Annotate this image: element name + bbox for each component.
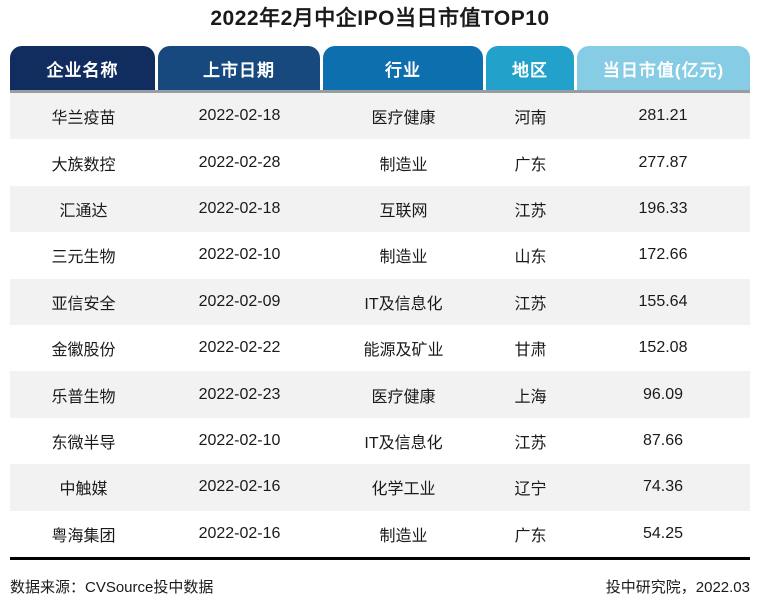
region-cell: 上海 <box>514 388 547 406</box>
table-row: 中触媒 2022-02-16 化学工业 辽宁 74.36 <box>10 464 750 511</box>
region-cell: 江苏 <box>514 295 547 313</box>
date-cell: 2022-02-10 <box>198 431 281 449</box>
company-cell: 大族数控 <box>51 156 116 174</box>
industry-cell: 化学工业 <box>371 481 436 499</box>
table-row: 大族数控 2022-02-28 制造业 广东 277.87 <box>10 139 750 186</box>
value-cell: 74.36 <box>642 478 684 496</box>
column-header-region: 地区 <box>486 46 574 90</box>
table-row: 三元生物 2022-02-10 制造业 山东 172.66 <box>10 232 750 279</box>
value-cell: 155.64 <box>638 292 688 310</box>
company-cell: 华兰疫苗 <box>51 110 116 128</box>
region-cell: 广东 <box>514 527 547 545</box>
region-cell: 辽宁 <box>514 481 547 499</box>
industry-cell: 制造业 <box>379 527 428 545</box>
column-header-date: 上市日期 <box>158 46 320 90</box>
date-cell: 2022-02-18 <box>198 107 281 125</box>
company-cell: 粤海集团 <box>51 527 116 545</box>
table-row: 粤海集团 2022-02-16 制造业 广东 54.25 <box>10 510 750 557</box>
value-cell: 152.08 <box>638 339 688 357</box>
region-cell: 山东 <box>514 249 547 267</box>
data-source-label: 数据来源：CVSource投中数据 <box>10 578 214 596</box>
value-cell: 54.25 <box>642 524 684 542</box>
company-cell: 乐普生物 <box>51 388 116 406</box>
company-cell: 金徽股份 <box>51 342 116 360</box>
industry-cell: 医疗健康 <box>371 388 436 406</box>
credit-label: 投中研究院，2022.03 <box>605 578 750 596</box>
column-header-value: 当日市值(亿元) <box>577 46 750 90</box>
region-cell: 江苏 <box>514 434 547 452</box>
date-cell: 2022-02-22 <box>198 339 281 357</box>
region-cell: 广东 <box>514 156 547 174</box>
column-header-company: 企业名称 <box>10 46 155 90</box>
date-cell: 2022-02-16 <box>198 524 281 542</box>
date-cell: 2022-02-10 <box>198 246 281 264</box>
table-body: 华兰疫苗 2022-02-18 医疗健康 河南 281.21 大族数控 2022… <box>10 93 750 557</box>
company-cell: 东微半导 <box>51 434 116 452</box>
value-cell: 196.33 <box>638 199 688 217</box>
industry-cell: 制造业 <box>379 249 428 267</box>
industry-cell: 能源及矿业 <box>363 342 444 360</box>
value-cell: 277.87 <box>638 153 688 171</box>
table-row: 汇通达 2022-02-18 互联网 江苏 196.33 <box>10 185 750 233</box>
footer: 数据来源：CVSource投中数据 投中研究院，2022.03 <box>10 576 750 597</box>
company-cell: 三元生物 <box>51 249 116 267</box>
company-cell: 亚信安全 <box>51 295 116 313</box>
company-cell: 汇通达 <box>59 202 108 220</box>
value-cell: 96.09 <box>642 385 684 403</box>
value-cell: 87.66 <box>642 431 684 449</box>
date-cell: 2022-02-18 <box>198 199 281 217</box>
table-row: 东微半导 2022-02-10 IT及信息化 江苏 87.66 <box>10 417 750 465</box>
value-cell: 281.21 <box>638 107 688 125</box>
date-cell: 2022-02-09 <box>198 292 281 310</box>
table-row: 亚信安全 2022-02-09 IT及信息化 江苏 155.64 <box>10 278 750 325</box>
industry-cell: IT及信息化 <box>364 295 443 313</box>
date-cell: 2022-02-28 <box>198 153 281 171</box>
table-row: 金徽股份 2022-02-22 能源及矿业 甘肃 152.08 <box>10 324 750 372</box>
table-row: 华兰疫苗 2022-02-18 医疗健康 河南 281.21 <box>10 93 750 140</box>
industry-cell: 医疗健康 <box>371 110 436 128</box>
industry-cell: IT及信息化 <box>364 434 443 452</box>
table-row: 乐普生物 2022-02-23 医疗健康 上海 96.09 <box>10 371 750 418</box>
value-cell: 172.66 <box>638 246 688 264</box>
table-bottom-rule <box>10 556 750 560</box>
column-header-industry: 行业 <box>323 46 483 90</box>
region-cell: 河南 <box>514 110 547 128</box>
table-header: 企业名称 上市日期 行业 地区 当日市值(亿元) <box>10 46 750 93</box>
region-cell: 甘肃 <box>514 342 547 360</box>
industry-cell: 互联网 <box>379 202 428 220</box>
page-title: 2022年2月中企IPO当日市值TOP10 <box>210 7 550 30</box>
industry-cell: 制造业 <box>379 156 428 174</box>
region-cell: 江苏 <box>514 202 547 220</box>
company-cell: 中触媒 <box>59 481 108 499</box>
date-cell: 2022-02-16 <box>198 478 281 496</box>
date-cell: 2022-02-23 <box>198 385 281 403</box>
